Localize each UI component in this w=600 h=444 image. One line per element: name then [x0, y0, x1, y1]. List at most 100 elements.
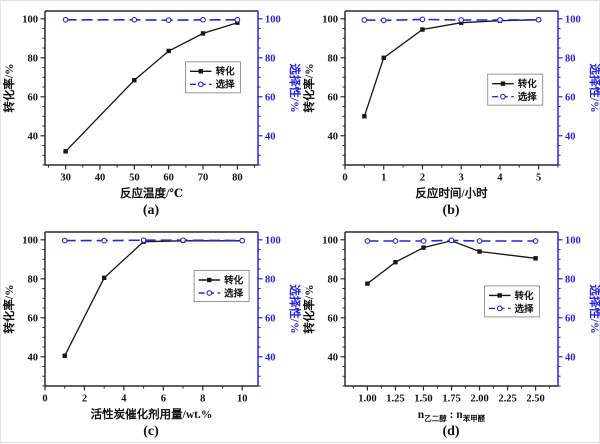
- x-tick-label: 50: [129, 173, 140, 184]
- selectivity-point-marker: [477, 239, 482, 244]
- y-tick-label-right: 80: [265, 274, 276, 285]
- x-tick-label: 60: [163, 173, 174, 184]
- selectivity-point-marker: [381, 18, 386, 23]
- selectivity-point-marker: [207, 291, 212, 296]
- selectivity-point-marker: [393, 239, 398, 244]
- selectivity-point-marker: [198, 82, 203, 87]
- x-tick-label: 3: [459, 173, 464, 184]
- y-axis-label-left: 转化率/%: [302, 284, 316, 333]
- x-tick-label: 40: [95, 173, 106, 184]
- y-tick-label-right: 100: [265, 14, 281, 25]
- selectivity-point-marker: [497, 306, 502, 311]
- legend-conversion-label: 转化: [518, 78, 538, 90]
- y-tick-label-right: 60: [565, 313, 576, 324]
- conversion-point-marker: [63, 149, 67, 153]
- y-tick-label-left: 100: [22, 235, 38, 246]
- selectivity-point-marker: [421, 239, 426, 244]
- conversion-point-marker: [498, 293, 502, 297]
- x-tick-label: 1.25: [386, 394, 404, 405]
- subplot-d-caption: (d): [301, 422, 600, 441]
- y-tick-label-left: 40: [28, 131, 39, 142]
- legend-selectivity-label: 选择: [515, 303, 535, 315]
- selectivity-point-marker: [536, 17, 541, 22]
- conversion-point-marker: [365, 281, 369, 285]
- conversion-point-marker: [166, 49, 170, 53]
- x-tick-label: 1.00: [358, 394, 376, 405]
- conversion-point-marker: [420, 27, 424, 31]
- y-tick-label-left: 60: [28, 92, 39, 103]
- y-tick-label-right: 40: [265, 352, 276, 363]
- selectivity-point-marker: [63, 17, 68, 22]
- x-axis-label: n乙二醇 : n苯甲醛: [418, 409, 486, 422]
- y-tick-label-left: 40: [328, 131, 339, 142]
- x-axis-label: 活性炭催化剂用量/wt.%: [91, 407, 213, 421]
- selectivity-point-marker: [449, 238, 454, 243]
- selectivity-point-marker: [420, 17, 425, 22]
- y-tick-label-right: 60: [265, 92, 276, 103]
- y-tick-label-right: 60: [265, 313, 276, 324]
- y-tick-label-right: 60: [565, 92, 576, 103]
- legend-selectivity-label: 选择: [518, 91, 538, 103]
- conversion-point-marker: [382, 56, 386, 60]
- y-tick-label-left: 60: [28, 313, 39, 324]
- conversion-point-marker: [393, 260, 397, 264]
- y-tick-label-right: 40: [265, 131, 276, 142]
- conversion-point-marker: [501, 81, 505, 85]
- conversion-point-marker: [533, 256, 537, 260]
- conversion-point-marker: [207, 278, 211, 282]
- x-tick-label: 1: [381, 173, 386, 184]
- conversion-point-marker: [102, 276, 106, 280]
- selectivity-point-marker: [166, 18, 171, 23]
- y-tick-label-left: 80: [328, 53, 339, 64]
- x-tick-label: 2: [420, 173, 425, 184]
- selectivity-point-marker: [201, 17, 206, 22]
- x-tick-label: 8: [200, 394, 205, 405]
- y-tick-label-left: 100: [322, 235, 338, 246]
- y-tick-label-left: 80: [28, 53, 39, 64]
- x-tick-label: 70: [198, 173, 209, 184]
- y-axis-label-left: 转化率/%: [2, 63, 16, 112]
- selectivity-point-marker: [141, 238, 146, 243]
- x-tick-label: 1.50: [414, 394, 432, 405]
- y-tick-label-left: 40: [28, 352, 39, 363]
- legend-selectivity-label: 选择: [216, 79, 236, 91]
- selectivity-point-marker: [102, 238, 107, 243]
- selectivity-point-marker: [235, 17, 240, 22]
- x-tick-label: 10: [237, 394, 248, 405]
- selectivity-point-marker: [132, 17, 137, 22]
- subplot-a-caption: (a): [1, 201, 301, 220]
- y-tick-label-right: 80: [565, 53, 576, 64]
- y-tick-label-right: 80: [265, 53, 276, 64]
- x-tick-label: 2.25: [498, 394, 516, 405]
- conversion-point-marker: [199, 69, 203, 73]
- y-tick-label-left: 80: [328, 274, 339, 285]
- conversion-point-marker: [362, 114, 366, 118]
- y-axis-label-left: 转化率/%: [302, 63, 316, 112]
- conversion-point-marker: [477, 249, 481, 253]
- x-tick-label: 80: [232, 173, 243, 184]
- x-tick-label: 2.00: [470, 394, 488, 405]
- y-tick-label-right: 100: [565, 235, 581, 246]
- series-conversion-line: [367, 241, 535, 284]
- x-tick-label: 0: [42, 394, 47, 405]
- selectivity-point-marker: [181, 238, 186, 243]
- x-tick-label: 2: [82, 394, 87, 405]
- x-tick-label: 4: [497, 173, 503, 184]
- selectivity-point-marker: [362, 18, 367, 23]
- y-axis-label-right: 选择性/%: [288, 63, 301, 112]
- selectivity-point-marker: [533, 239, 538, 244]
- y-tick-label-right: 100: [265, 235, 281, 246]
- y-tick-label-left: 100: [322, 14, 338, 25]
- y-tick-label-right: 80: [565, 274, 576, 285]
- selectivity-point-marker: [498, 18, 503, 23]
- y-tick-label-left: 100: [22, 14, 38, 25]
- conversion-point-marker: [132, 78, 136, 82]
- selectivity-point-marker: [365, 239, 370, 244]
- selectivity-point-marker: [459, 18, 464, 23]
